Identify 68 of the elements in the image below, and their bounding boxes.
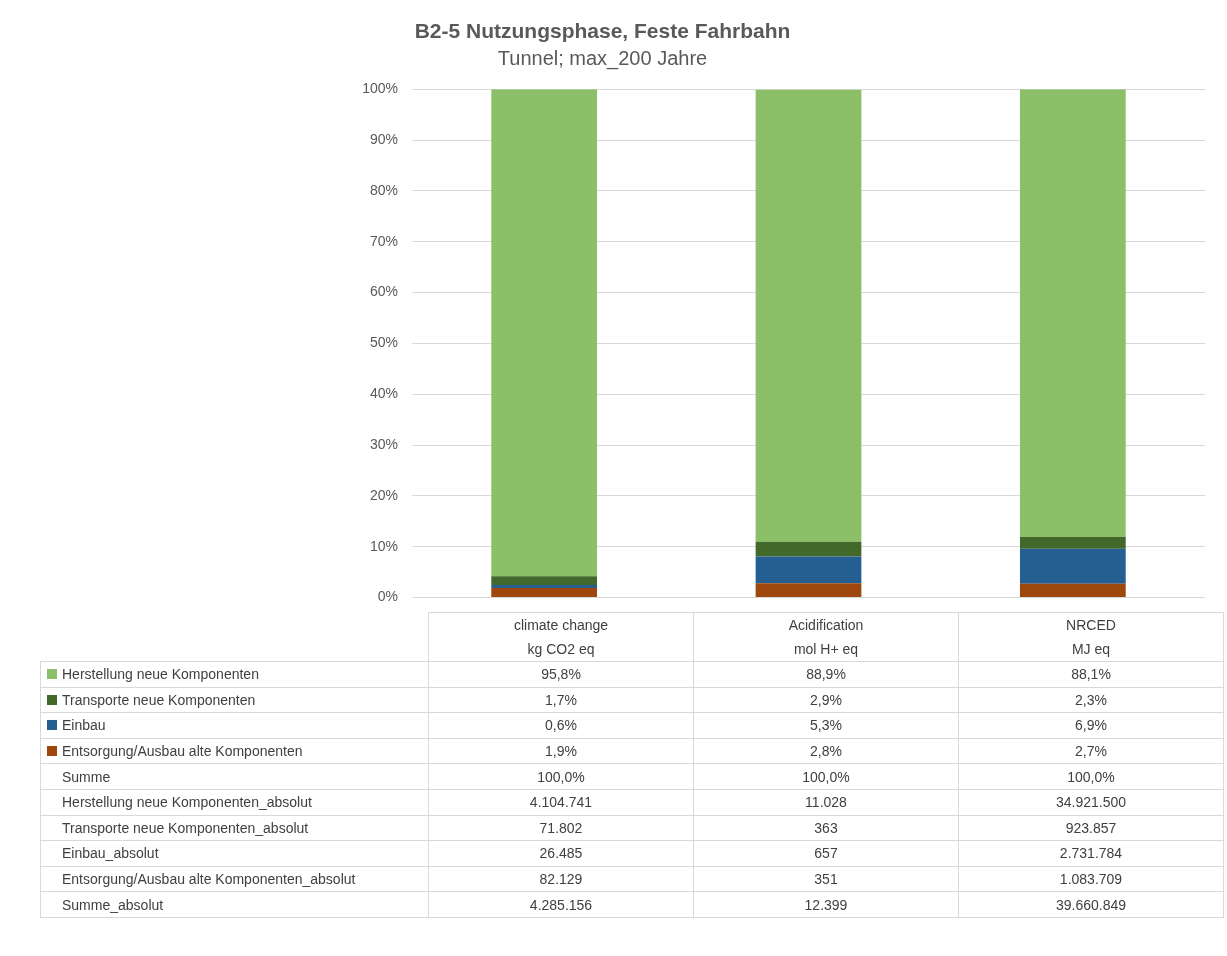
text: 34.921.500	[958, 789, 1224, 816]
y-tick-label: 10%	[369, 537, 398, 554]
data-label: 88,1%	[958, 661, 1224, 688]
data-label: 1,9%	[428, 738, 694, 764]
text: 39.660.849	[958, 891, 1224, 918]
text: 100,0%	[693, 763, 959, 790]
text: Transporte neue Komponenten_absolut	[40, 815, 429, 841]
y-tick-label: 20%	[369, 486, 398, 503]
y-tick-label: 80%	[369, 181, 398, 198]
bar	[491, 89, 598, 577]
bar	[491, 576, 598, 585]
legend-label: Einbau	[40, 712, 429, 739]
text: 82.129	[428, 866, 694, 892]
bar	[1019, 537, 1126, 549]
text: 657	[693, 840, 959, 867]
bar	[491, 584, 598, 588]
text: 12.399	[693, 891, 959, 918]
chart-subtitle: Tunnel; max_200 Jahre	[497, 46, 708, 70]
bar	[1019, 583, 1126, 598]
text: 2.731.784	[958, 840, 1224, 867]
bar	[491, 587, 598, 598]
y-tick-label: 50%	[369, 334, 398, 351]
text: 351	[693, 866, 959, 892]
legend-label: Herstellung neue Komponenten	[40, 661, 429, 688]
bar	[755, 541, 862, 557]
text: 363	[693, 815, 959, 841]
text: Herstellung neue Komponenten_absolut	[40, 789, 429, 816]
bar	[755, 583, 862, 598]
text: 1.083.709	[958, 866, 1224, 892]
y-tick-label: 70%	[369, 232, 398, 249]
chart-title: B2-5 Nutzungsphase, Feste Fahrbahn	[414, 19, 791, 43]
legend-label: Transporte neue Komponenten	[40, 687, 429, 713]
text: Summe_absolut	[40, 891, 429, 918]
y-tick-label: 30%	[369, 435, 398, 452]
y-tick-label: 100%	[362, 80, 398, 97]
text: 100,0%	[958, 763, 1224, 790]
text: 4.104.741	[428, 789, 694, 816]
data-label: 2,7%	[958, 738, 1224, 764]
y-tick-label: 60%	[369, 283, 398, 300]
data-label: 0,6%	[428, 712, 694, 739]
bar	[755, 89, 862, 542]
text: 923.857	[958, 815, 1224, 841]
data-label: 2,8%	[693, 738, 959, 764]
text: 71.802	[428, 815, 694, 841]
x-tick-label: climate change kg CO2 eq	[428, 612, 694, 662]
text: 26.485	[428, 840, 694, 867]
y-tick-label: 90%	[369, 130, 398, 147]
data-label: 2,3%	[958, 687, 1224, 713]
legend-label: Entsorgung/Ausbau alte Komponenten	[40, 738, 429, 764]
data-label: 6,9%	[958, 712, 1224, 739]
data-label: 88,9%	[693, 661, 959, 688]
data-label: 5,3%	[693, 712, 959, 739]
y-tick-label: 40%	[369, 385, 398, 402]
y-tick-label: 0%	[377, 588, 398, 605]
bar	[755, 556, 862, 584]
data-label: 1,7%	[428, 687, 694, 713]
x-tick-label: Acidification mol H+ eq	[693, 612, 959, 662]
text: Entsorgung/Ausbau alte Komponenten_absolut	[40, 866, 429, 892]
x-tick-label: NRCED MJ eq	[958, 612, 1224, 662]
bar	[1019, 548, 1126, 584]
text: 100,0%	[428, 763, 694, 790]
bar	[1019, 89, 1126, 538]
text: Summe	[40, 763, 429, 790]
data-label: 95,8%	[428, 661, 694, 688]
text: Einbau_absolut	[40, 840, 429, 867]
text: 4.285.156	[428, 891, 694, 918]
data-label: 2,9%	[693, 687, 959, 713]
text: 11.028	[693, 789, 959, 816]
